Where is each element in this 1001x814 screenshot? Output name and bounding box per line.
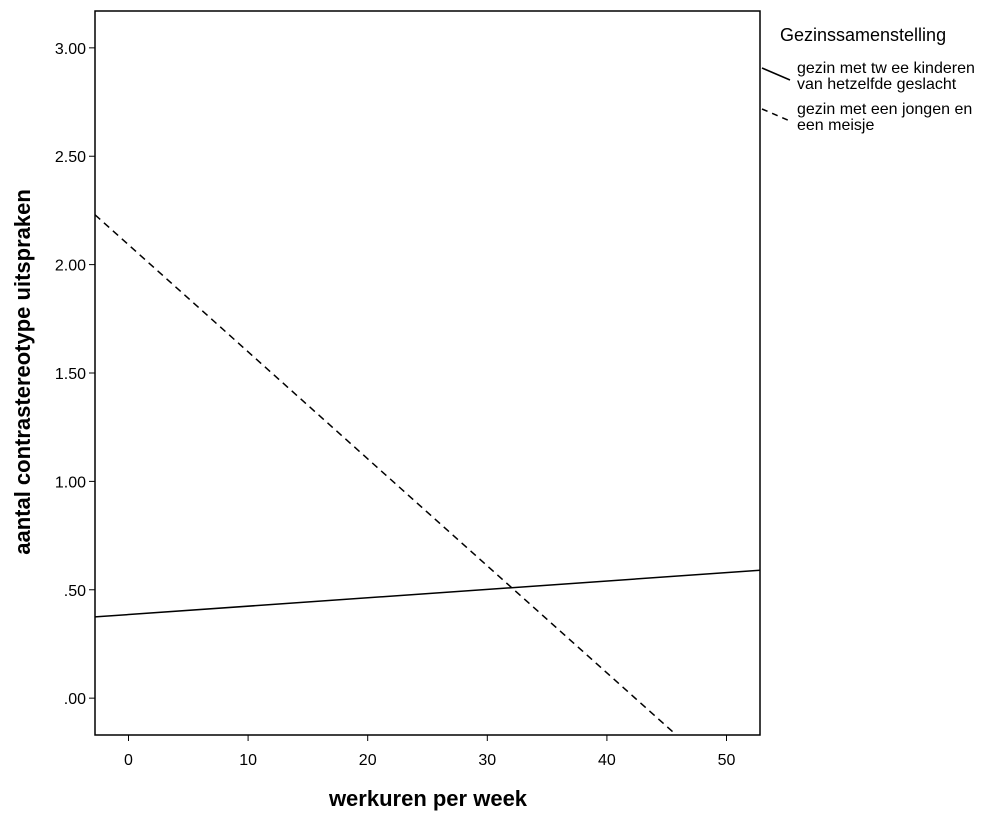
x-axis-title: werkuren per week [328,786,528,811]
x-tick-label: 20 [359,752,377,769]
y-axis-title: aantal contrastereotype uitspraken [10,189,35,555]
y-tick-label: 1.00 [55,474,86,491]
x-tick-label: 40 [598,752,616,769]
legend: Gezinssamenstelling gezin met tw ee kind… [761,25,975,134]
legend-label-1: gezin met tw ee kinderen [797,60,975,77]
x-tick-label: 0 [124,752,133,769]
x-tick-label: 10 [239,752,257,769]
y-tick-label: 2.00 [55,258,86,275]
y-tick-label: 3.00 [55,41,86,58]
y-tick-label: .00 [64,691,86,708]
x-axis: 0 10 20 30 40 50 [124,735,736,769]
legend-label-1: van hetzelfde geslacht [797,76,957,93]
legend-swatch-1 [761,67,791,81]
series-line-2 [95,214,677,735]
series-line-1 [95,569,760,618]
x-tick-label: 30 [478,752,496,769]
plot-frame [94,10,761,736]
y-tick-label: 2.50 [55,149,86,166]
y-tick-label: 1.50 [55,366,86,383]
legend-title: Gezinssamenstelling [780,25,946,45]
plot-area [94,10,761,736]
y-axis: .00 .50 1.00 1.50 2.00 2.50 3.00 [55,41,95,708]
legend-label-2: gezin met een jongen en [797,101,972,118]
legend-swatch-2 [761,108,791,122]
y-tick-label: .50 [64,583,86,600]
x-tick-label: 50 [718,752,736,769]
legend-label-2: een meisje [797,117,874,134]
